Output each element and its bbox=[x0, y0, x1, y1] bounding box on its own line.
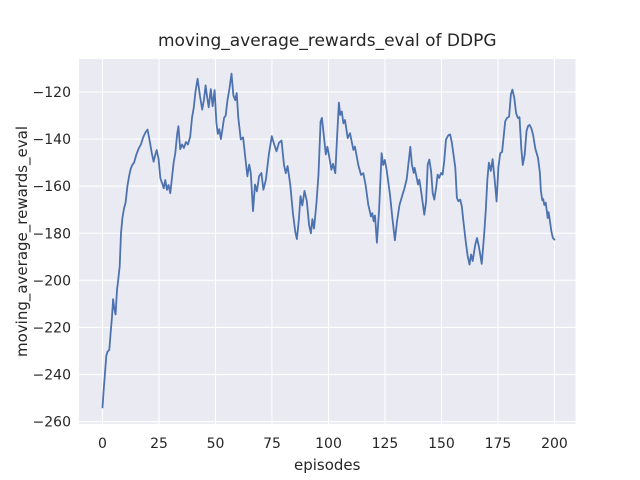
y-tick-label: −180 bbox=[33, 226, 71, 242]
y-tick-labels: −120 −140 −160 −180 −200 −220 −240 −260 bbox=[33, 85, 71, 431]
x-tick-label: 150 bbox=[428, 436, 455, 452]
x-tick-label: 175 bbox=[485, 436, 512, 452]
reward-line bbox=[101, 72, 556, 409]
y-tick-label: −140 bbox=[33, 132, 71, 148]
x-tick-label: 50 bbox=[207, 436, 225, 452]
y-tick-label: −220 bbox=[33, 320, 71, 336]
chart-title: moving_average_rewards_eval of DDPG bbox=[158, 31, 497, 51]
y-tick-label: −260 bbox=[33, 415, 71, 431]
y-tick-label: −200 bbox=[33, 273, 71, 289]
axes-background bbox=[79, 59, 576, 424]
x-tick-label: 200 bbox=[541, 436, 568, 452]
x-tick-label: 125 bbox=[372, 436, 399, 452]
x-tick-labels: 0 25 50 75 100 125 150 175 200 bbox=[98, 436, 568, 452]
x-tick-label: 100 bbox=[315, 436, 342, 452]
y-tick-label: −240 bbox=[33, 368, 71, 384]
y-tick-label: −120 bbox=[33, 85, 71, 101]
y-tick-label: −160 bbox=[33, 179, 71, 195]
x-axis-label: episodes bbox=[294, 456, 361, 474]
x-tick-label: 75 bbox=[263, 436, 281, 452]
x-tick-label: 0 bbox=[98, 436, 107, 452]
x-tick-label: 25 bbox=[150, 436, 168, 452]
y-axis-label: moving_average_rewards_eval bbox=[13, 126, 32, 357]
gridlines bbox=[79, 59, 576, 424]
